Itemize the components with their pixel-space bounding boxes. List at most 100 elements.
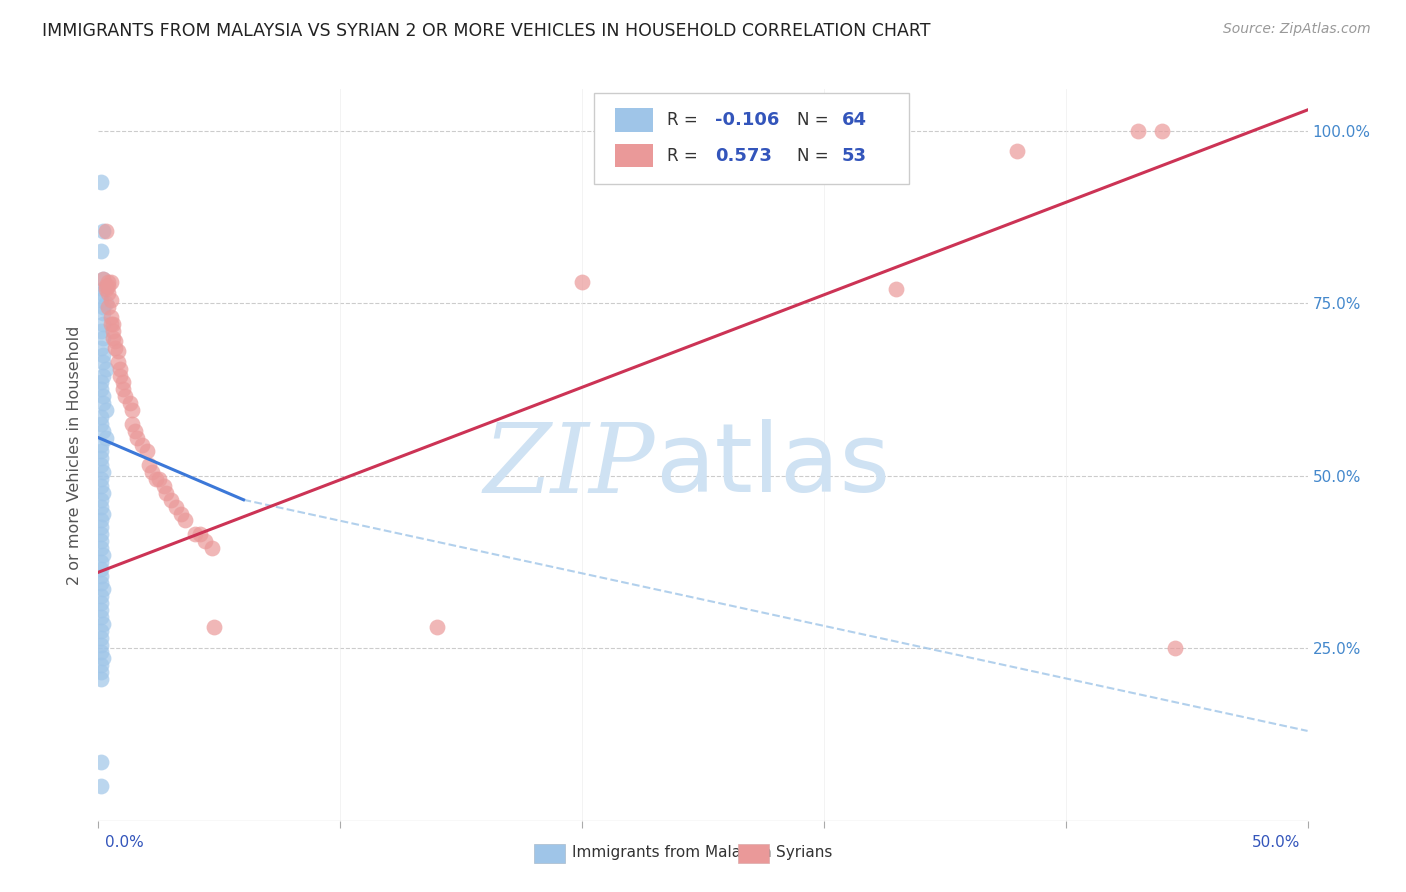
Point	[90, 575, 112, 590]
Bar	[614, 108, 654, 132]
Point	[108, 361, 131, 376]
Point	[97, 278, 120, 293]
Text: N =: N =	[797, 147, 834, 165]
Point	[204, 620, 226, 634]
Text: atlas: atlas	[655, 419, 890, 512]
Point	[91, 651, 114, 665]
Point	[90, 610, 112, 624]
Point	[107, 344, 129, 359]
Point	[104, 341, 127, 355]
Point	[174, 513, 197, 527]
Point	[148, 472, 170, 486]
Point	[131, 437, 153, 451]
Point	[165, 500, 187, 514]
Point	[100, 310, 122, 324]
Point	[152, 479, 174, 493]
Point	[169, 507, 191, 521]
Point	[90, 492, 112, 507]
Point	[91, 582, 114, 597]
Point	[90, 541, 112, 555]
Point	[97, 276, 120, 290]
Point	[90, 175, 112, 189]
Point	[90, 603, 112, 617]
Point	[90, 665, 112, 680]
Point	[90, 513, 112, 527]
Point	[91, 300, 114, 314]
Point	[91, 424, 114, 438]
Point	[90, 568, 112, 582]
Point	[90, 672, 112, 686]
Text: Source: ZipAtlas.com: Source: ZipAtlas.com	[1223, 22, 1371, 37]
Point	[100, 276, 122, 290]
Point	[184, 527, 207, 541]
Point	[111, 376, 134, 390]
Point	[121, 403, 143, 417]
Point	[90, 285, 112, 300]
Point	[1163, 641, 1185, 656]
Point	[101, 330, 124, 344]
Point	[90, 417, 112, 431]
Point	[97, 285, 120, 300]
Point	[188, 527, 211, 541]
Point	[94, 431, 117, 445]
Point	[91, 507, 114, 521]
FancyBboxPatch shape	[595, 93, 908, 185]
Point	[90, 479, 112, 493]
Point	[90, 779, 112, 793]
Text: Immigrants from Malaysia: Immigrants from Malaysia	[572, 846, 772, 860]
Point	[90, 444, 112, 458]
Point	[91, 486, 114, 500]
Point	[90, 527, 112, 541]
Point	[155, 486, 177, 500]
Point	[91, 272, 114, 286]
Point	[91, 368, 114, 383]
Point	[90, 631, 112, 645]
Point	[141, 465, 163, 479]
Text: R =: R =	[666, 111, 703, 129]
Text: -0.106: -0.106	[716, 111, 779, 129]
Point	[1128, 123, 1150, 137]
Point	[90, 293, 112, 307]
Point	[91, 306, 114, 320]
Point	[90, 324, 112, 338]
Point	[97, 300, 120, 314]
Point	[127, 431, 149, 445]
Point	[160, 492, 183, 507]
Text: N =: N =	[797, 111, 834, 129]
Point	[94, 278, 117, 293]
Point	[194, 534, 217, 549]
Point	[101, 317, 124, 331]
Point	[91, 355, 114, 369]
Point	[90, 376, 112, 390]
Point	[104, 334, 127, 348]
Point	[100, 293, 122, 307]
Point	[91, 389, 114, 403]
Point	[91, 465, 114, 479]
Point	[94, 361, 117, 376]
Point	[90, 409, 112, 424]
Point	[886, 282, 908, 296]
Point	[90, 534, 112, 549]
Text: R =: R =	[666, 147, 703, 165]
Text: 50.0%: 50.0%	[1253, 836, 1301, 850]
Point	[124, 424, 146, 438]
Point	[94, 296, 117, 310]
Point	[426, 620, 449, 634]
Point	[1152, 123, 1174, 137]
Point	[90, 638, 112, 652]
Point	[91, 317, 114, 331]
Point	[91, 272, 114, 286]
Point	[135, 444, 157, 458]
Y-axis label: 2 or more Vehicles in Household: 2 or more Vehicles in Household	[67, 326, 83, 584]
Point	[145, 472, 167, 486]
Point	[571, 276, 593, 290]
Point	[90, 500, 112, 514]
Point	[91, 348, 114, 362]
Text: 53: 53	[842, 147, 868, 165]
Point	[107, 355, 129, 369]
Point	[121, 417, 143, 431]
Point	[201, 541, 224, 555]
Point	[90, 437, 112, 451]
Point	[90, 590, 112, 604]
Point	[90, 596, 112, 610]
